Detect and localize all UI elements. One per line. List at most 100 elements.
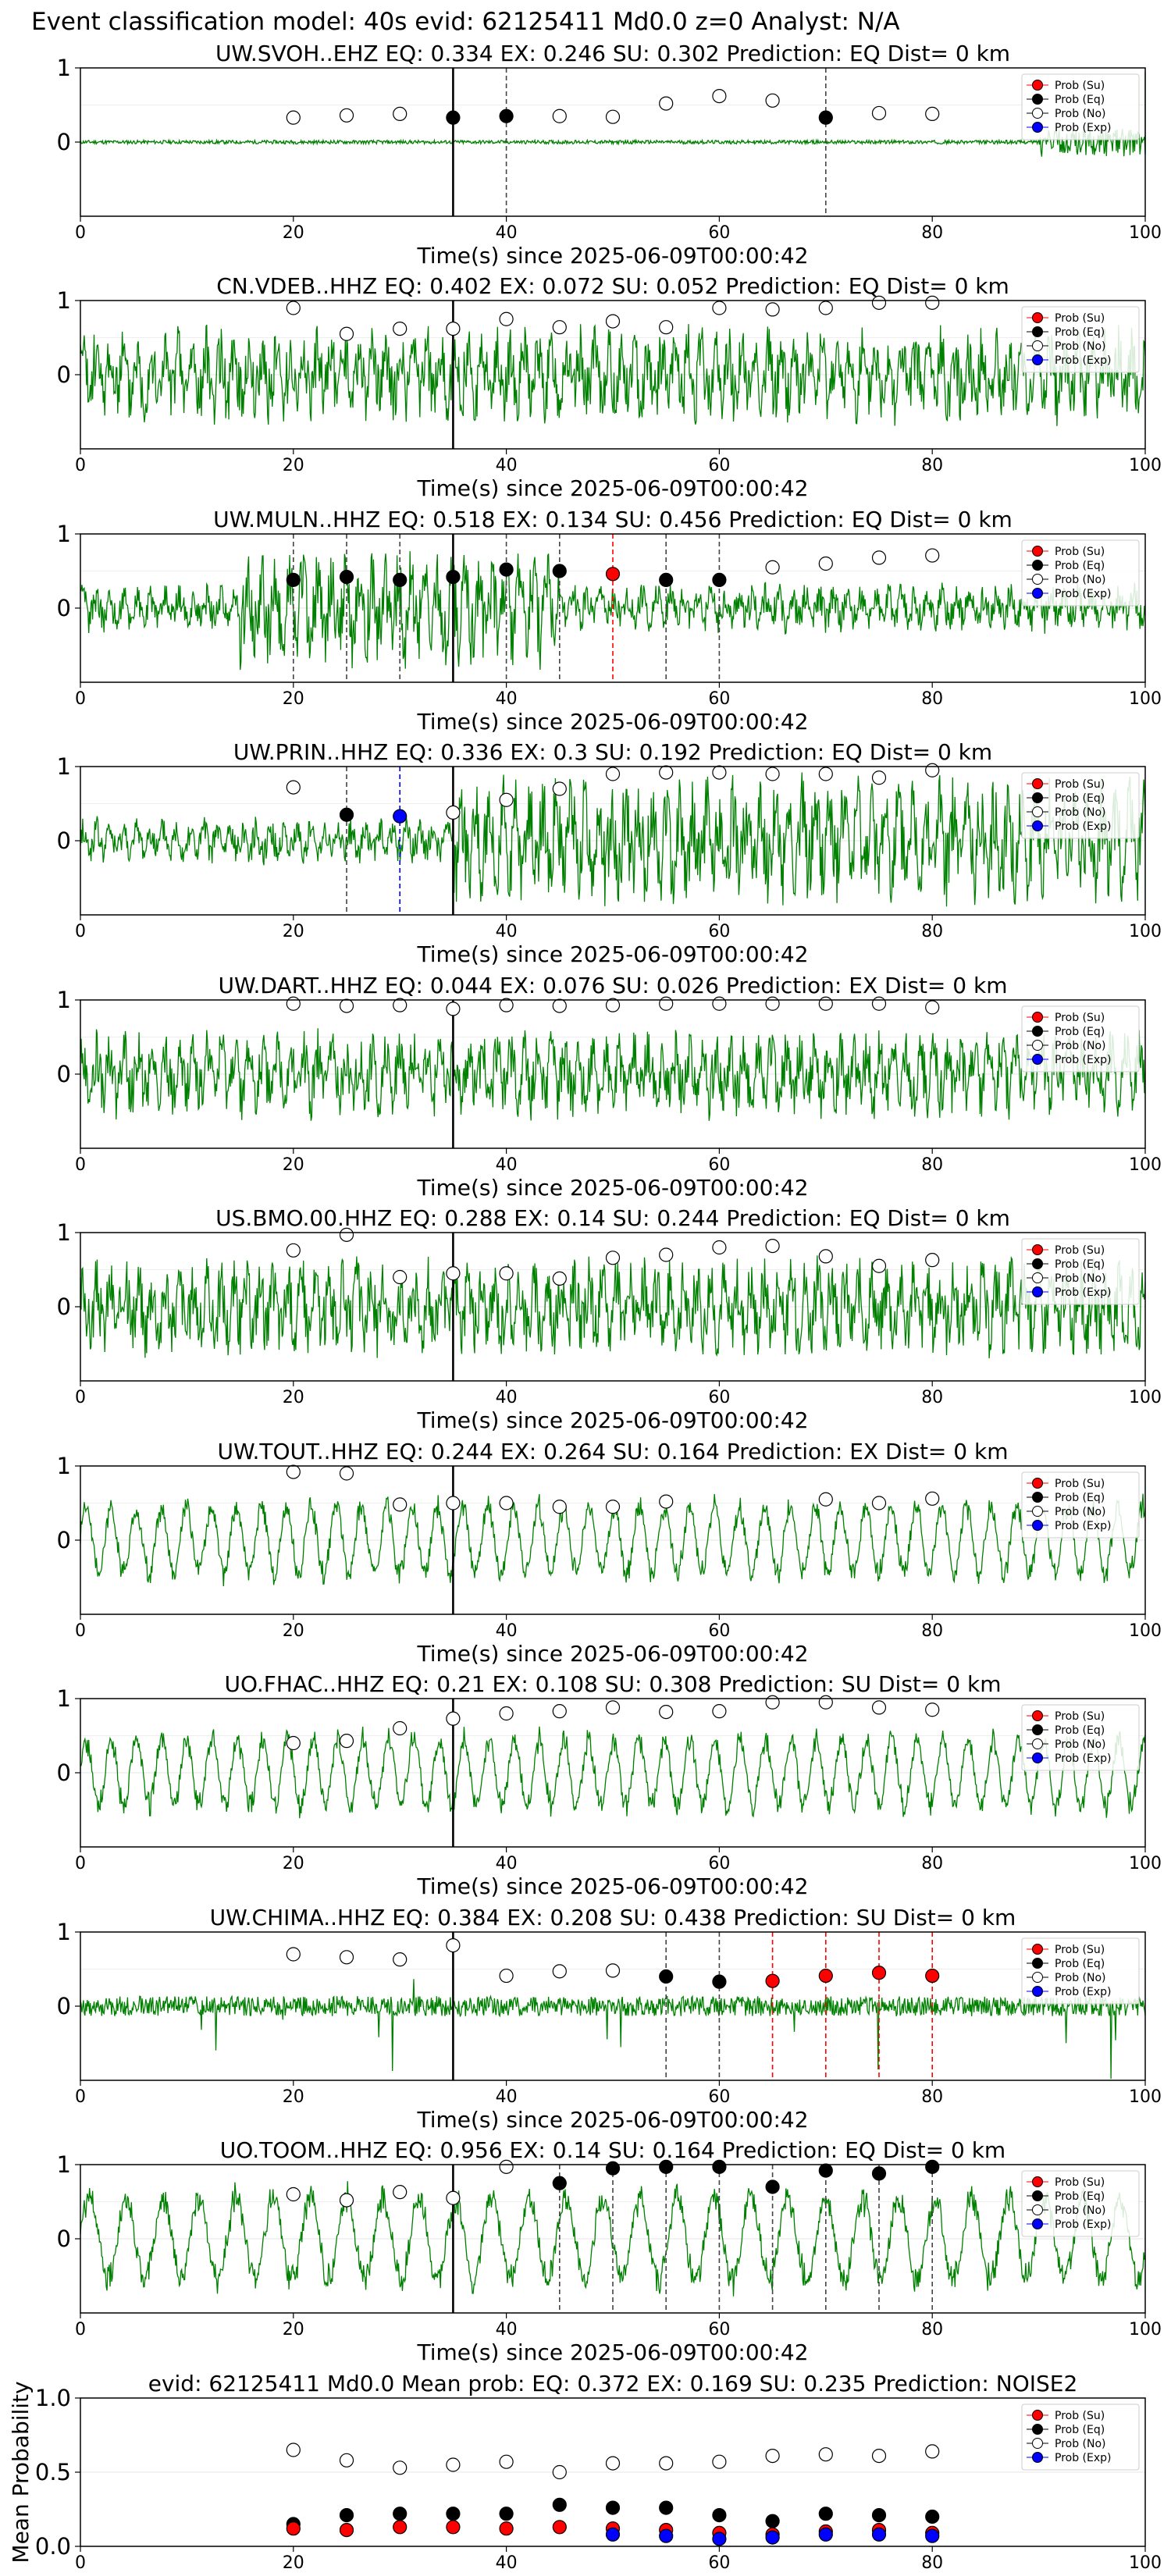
legend-box bbox=[1021, 1704, 1140, 1771]
y-tick-label: 1 bbox=[57, 1685, 71, 1712]
legend-marker bbox=[1032, 2190, 1043, 2201]
prob-no-point bbox=[605, 767, 621, 781]
prob-su-point bbox=[818, 1968, 833, 1984]
x-tick-label: 100 bbox=[1129, 223, 1162, 243]
waveform-trace bbox=[80, 1979, 1146, 2080]
x-tick-label: 40 bbox=[496, 1854, 518, 1873]
prob-no-point bbox=[286, 110, 301, 125]
legend-marker bbox=[1032, 1054, 1043, 1065]
y-tick-label: 0.0 bbox=[35, 2533, 71, 2560]
prob-no-point bbox=[871, 1258, 887, 1273]
waveform-trace bbox=[80, 2181, 1146, 2297]
legend-label: Prob (Su) bbox=[1055, 1478, 1105, 1490]
legend-marker bbox=[1032, 1492, 1043, 1503]
panel-title: evid: 62125411 Md0.0 Mean prob: EQ: 0.37… bbox=[148, 2371, 1078, 2396]
chart-panel-10: UO.TOOM..HHZ EQ: 0.956 EX: 0.14 SU: 0.16… bbox=[57, 2137, 1162, 2365]
legend-box bbox=[1021, 2403, 1140, 2471]
y-tick-label: 1 bbox=[57, 987, 71, 1013]
prob-no-point bbox=[871, 1496, 887, 1510]
prob-eq-point bbox=[925, 2159, 940, 2174]
waveform-trace bbox=[80, 1726, 1146, 1819]
legend-marker bbox=[1032, 122, 1043, 133]
prob-no-point bbox=[446, 2190, 461, 2205]
prob-no-point bbox=[605, 1251, 621, 1265]
legend-marker bbox=[1032, 1972, 1043, 1983]
x-tick-label: 0 bbox=[75, 2553, 86, 2573]
prob-no-point bbox=[659, 320, 674, 335]
prob-no-point bbox=[339, 2193, 354, 2208]
prob-no-point bbox=[712, 301, 727, 315]
legend-label: Prob (Su) bbox=[1055, 312, 1105, 325]
x-tick-label: 20 bbox=[283, 2087, 304, 2107]
legend-marker bbox=[1032, 1012, 1043, 1023]
legend-marker bbox=[1032, 1026, 1043, 1037]
x-axis-label: Time(s) since 2025-06-09T00:00:42 bbox=[416, 2107, 808, 2133]
prob-no-point bbox=[286, 2186, 301, 2202]
prob-su-point bbox=[286, 2521, 301, 2536]
prob-no-point bbox=[712, 1240, 727, 1255]
legend-box bbox=[1021, 1937, 1140, 2005]
prob-su-point bbox=[446, 2520, 461, 2535]
legend-label: Prob (Su) bbox=[1055, 546, 1105, 558]
prob-no-point bbox=[925, 106, 940, 121]
chart-panel-3: UW.MULN..HHZ EQ: 0.518 EX: 0.134 SU: 0.4… bbox=[57, 507, 1162, 735]
x-tick-label: 40 bbox=[496, 1155, 518, 1175]
legend-marker bbox=[1032, 2204, 1043, 2215]
legend-label: Prob (Su) bbox=[1055, 2176, 1105, 2189]
prob-no-point bbox=[925, 2444, 940, 2459]
legend-marker bbox=[1032, 1958, 1043, 1969]
x-tick-label: 40 bbox=[496, 2553, 518, 2573]
prob-eq-point bbox=[446, 569, 461, 585]
prob-eq-point bbox=[339, 2508, 354, 2523]
legend-label: Prob (Su) bbox=[1055, 1244, 1105, 1257]
prob-no-point bbox=[552, 320, 567, 335]
x-tick-label: 0 bbox=[75, 223, 86, 243]
legend-label: Prob (Exp) bbox=[1055, 354, 1112, 367]
chart-panel-11: evid: 62125411 Md0.0 Mean prob: EQ: 0.37… bbox=[8, 2371, 1162, 2573]
prob-eq-point bbox=[659, 572, 674, 588]
x-tick-label: 40 bbox=[496, 223, 518, 243]
waveform-trace bbox=[80, 324, 1146, 426]
prob-no-point bbox=[818, 767, 833, 781]
prob-no-point bbox=[765, 93, 780, 108]
prob-no-point bbox=[659, 96, 674, 111]
prob-exp-point bbox=[765, 2530, 780, 2545]
prob-eq-point bbox=[712, 2508, 727, 2523]
legend-marker bbox=[1032, 1738, 1043, 1749]
panel-title: UW.PRIN..HHZ EQ: 0.336 EX: 0.3 SU: 0.192… bbox=[233, 739, 992, 765]
prob-no-point bbox=[499, 1968, 514, 1984]
x-tick-label: 60 bbox=[708, 1854, 730, 1873]
prob-eq-point bbox=[605, 2500, 621, 2515]
x-tick-label: 60 bbox=[708, 1388, 730, 1407]
y-tick-label: 0 bbox=[57, 361, 71, 388]
prob-eq-point bbox=[712, 572, 727, 588]
x-tick-label: 60 bbox=[708, 2320, 730, 2339]
y-tick-label: 1 bbox=[57, 55, 71, 81]
legend-label: Prob (Eq) bbox=[1055, 560, 1105, 572]
legend-marker bbox=[1032, 546, 1043, 557]
legend-marker bbox=[1032, 2424, 1043, 2435]
prob-eq-point bbox=[818, 2163, 833, 2178]
legend-label: Prob (No) bbox=[1055, 1972, 1106, 1984]
prob-no-point bbox=[339, 1466, 354, 1481]
prob-no-point bbox=[925, 1253, 940, 1268]
legend-label: Prob (Eq) bbox=[1055, 1492, 1105, 1504]
legend-marker bbox=[1032, 2176, 1043, 2187]
prob-no-point bbox=[393, 2460, 408, 2475]
y-tick-label: 0 bbox=[57, 1293, 71, 1320]
x-tick-label: 100 bbox=[1129, 1854, 1162, 1873]
prob-no-point bbox=[765, 996, 780, 1011]
legend-label: Prob (No) bbox=[1055, 1506, 1106, 1518]
legend-label: Prob (Exp) bbox=[1055, 820, 1112, 833]
prob-no-point bbox=[765, 767, 780, 781]
prob-no-point bbox=[552, 109, 567, 123]
x-tick-label: 40 bbox=[496, 1388, 518, 1407]
legend-label: Prob (Eq) bbox=[1055, 326, 1105, 339]
legend-marker bbox=[1032, 94, 1043, 105]
prob-eq-point bbox=[659, 2500, 674, 2515]
legend-marker bbox=[1032, 820, 1043, 831]
legend-label: Prob (No) bbox=[1055, 2204, 1106, 2217]
legend-marker bbox=[1032, 2218, 1043, 2229]
x-tick-label: 60 bbox=[708, 1155, 730, 1175]
prob-eq-point bbox=[339, 569, 354, 585]
